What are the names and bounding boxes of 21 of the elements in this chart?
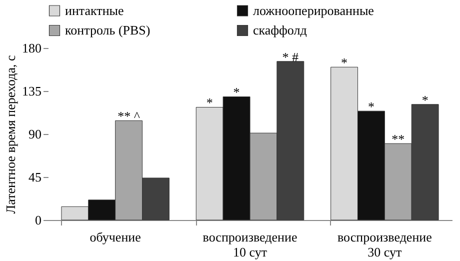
y-tick-label: 45 — [28, 170, 42, 184]
x-tick-label: обучение — [90, 230, 142, 244]
data-label: ** — [392, 132, 405, 147]
data-label: * — [206, 95, 213, 110]
data-label: * — [422, 92, 428, 108]
data-label: * — [233, 84, 240, 100]
data-label: * — [368, 99, 374, 114]
y-tick-label: 0 — [35, 212, 42, 228]
x-tick-label: воспроизведение 10 сут — [202, 230, 298, 260]
x-tick-label: воспроизведение 30 сут — [337, 230, 432, 260]
legend-label: контроль (PBS) — [65, 22, 150, 38]
y-axis-title: Латентное время перехода, с — [3, 55, 18, 214]
data-label: * — [341, 55, 348, 70]
legend-label: интактные — [65, 2, 124, 18]
y-tick-label: 135 — [22, 84, 42, 98]
legend-label: ложнооперированные — [253, 2, 374, 18]
data-label: ** ^ — [118, 108, 140, 124]
y-tick-label: 90 — [28, 126, 42, 142]
data-label: * # — [282, 49, 300, 64]
legend-label: скаффолд — [253, 22, 308, 38]
y-tick-label: 180 — [22, 40, 42, 56]
